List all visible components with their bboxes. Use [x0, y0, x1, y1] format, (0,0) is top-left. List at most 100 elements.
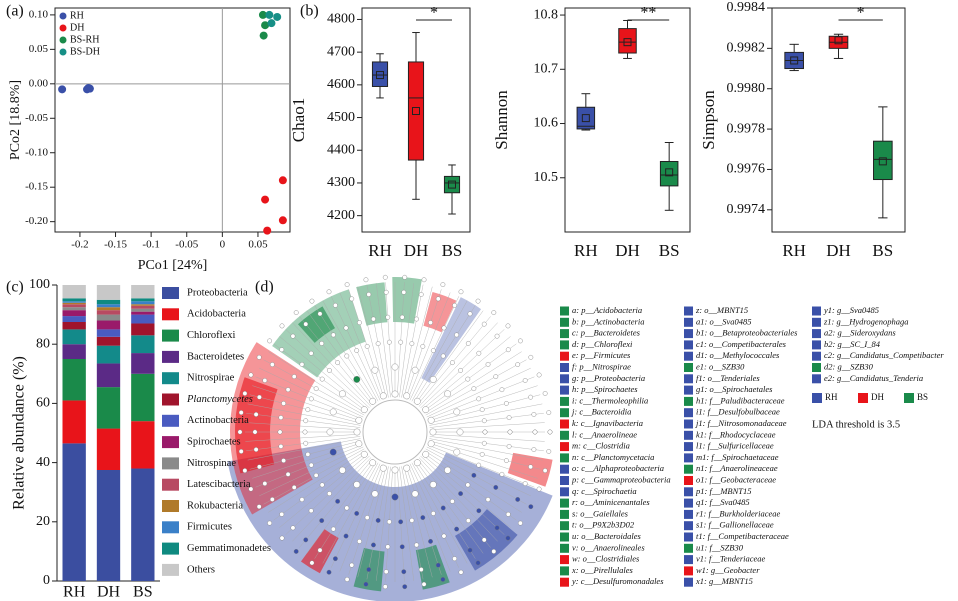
- node: [256, 464, 262, 470]
- node: [242, 468, 248, 473]
- legend-label: Actinobacteria: [187, 415, 249, 426]
- y-axis-label: Shannon: [492, 90, 511, 150]
- legend-label: y: c__Desulfuromonadales: [571, 576, 664, 586]
- legend-swatch: [162, 563, 179, 576]
- legend-label: x1: g__MBNT15: [695, 576, 753, 586]
- legend-label: Latescibacteria: [187, 479, 251, 490]
- node: [422, 406, 430, 414]
- legend-label: c: p__Bacteroidetes: [572, 328, 641, 338]
- bar-segment: [62, 302, 86, 305]
- legend-label: p1: f__MBNT15: [695, 486, 752, 496]
- branch: [426, 367, 531, 418]
- bar-segment: [96, 314, 121, 321]
- branch: [426, 446, 531, 497]
- branch: [263, 448, 365, 505]
- branch: [429, 403, 543, 426]
- legend-swatch: [684, 351, 693, 361]
- bar-segment: [62, 344, 86, 359]
- legend-swatch: [560, 509, 569, 519]
- panel-label: (a): [6, 3, 24, 20]
- node: [329, 448, 337, 456]
- node: [429, 428, 437, 436]
- legend-label: t1: f__Competibacteraceae: [696, 531, 789, 541]
- node: [281, 458, 287, 463]
- branch: [273, 343, 367, 412]
- clade-sector: [507, 452, 553, 487]
- node: [398, 519, 404, 525]
- point: [267, 19, 276, 28]
- node: [353, 428, 361, 436]
- legend-swatch: [560, 430, 569, 440]
- node: [330, 526, 336, 532]
- legend-label: q: c__Spirochaetia: [572, 486, 637, 496]
- bar-segment: [131, 335, 155, 354]
- point: [261, 21, 270, 30]
- legend-swatch: [560, 363, 569, 372]
- y-tick-label: 0.9978: [727, 121, 766, 136]
- branch: [421, 336, 511, 410]
- node: [479, 407, 485, 413]
- legend-swatch: [162, 457, 179, 470]
- point: [259, 31, 268, 40]
- node: [344, 353, 350, 359]
- branch: [357, 286, 387, 399]
- point: [258, 10, 267, 19]
- y-tick-label: 80: [36, 336, 50, 351]
- branch: [411, 300, 468, 402]
- y-tick-label: 4800: [327, 12, 355, 27]
- node: [303, 537, 309, 543]
- node: [429, 481, 437, 488]
- node: [326, 289, 332, 295]
- node: [429, 376, 437, 383]
- node: [536, 486, 542, 492]
- bar-segment: [62, 329, 86, 345]
- legend-label: Planctomycetes: [186, 394, 253, 405]
- legend-swatch: [560, 306, 569, 316]
- legend-label: u1: f__SZB30: [696, 542, 744, 552]
- branch: [407, 292, 451, 400]
- legend-label: r1: f__Burkholderiaceae: [696, 508, 780, 518]
- node: [542, 468, 548, 473]
- x-tick-label: BS: [872, 241, 893, 260]
- node: [248, 372, 254, 378]
- branch: [385, 466, 394, 582]
- legend-label: d1: o__Methylococcales: [696, 350, 780, 360]
- node: [379, 464, 387, 472]
- node: [494, 333, 500, 339]
- branch: [249, 440, 362, 470]
- y-tick-label: -0.20: [25, 215, 48, 227]
- y-tick-label: 20: [36, 514, 50, 529]
- branch: [255, 444, 363, 488]
- x-tick-label: RH: [368, 241, 392, 260]
- bar-segment: [96, 299, 121, 305]
- legend-swatch: [684, 442, 693, 452]
- legend-label: Bacteroidetes: [187, 351, 244, 362]
- branch: [299, 316, 373, 406]
- legend-swatch: [560, 385, 569, 395]
- legend-swatch: [560, 532, 569, 542]
- node: [401, 569, 407, 575]
- node: [371, 366, 379, 374]
- node: [440, 282, 446, 287]
- branch: [366, 466, 389, 580]
- branch: [279, 336, 369, 410]
- legend-swatch: [560, 464, 569, 474]
- significance-label: *: [430, 5, 438, 22]
- legend-label: o: c__Alphaproteobacteria: [572, 463, 664, 473]
- legend-swatch: [684, 430, 693, 440]
- point: [261, 195, 270, 204]
- legend-swatch: [684, 555, 693, 565]
- node: [493, 485, 499, 490]
- node: [379, 392, 387, 400]
- x-axis-label: PCo1 [24%]: [138, 258, 208, 273]
- bar-segment: [62, 285, 86, 299]
- legend-swatch: [812, 317, 821, 327]
- y-tick-label: 0.10: [29, 8, 49, 20]
- node: [505, 347, 511, 353]
- legend-swatch: [684, 396, 693, 406]
- node: [303, 440, 309, 446]
- bar-segment: [62, 310, 86, 317]
- legend-marker: [59, 24, 67, 32]
- legend-swatch: [684, 385, 693, 395]
- node: [418, 567, 424, 572]
